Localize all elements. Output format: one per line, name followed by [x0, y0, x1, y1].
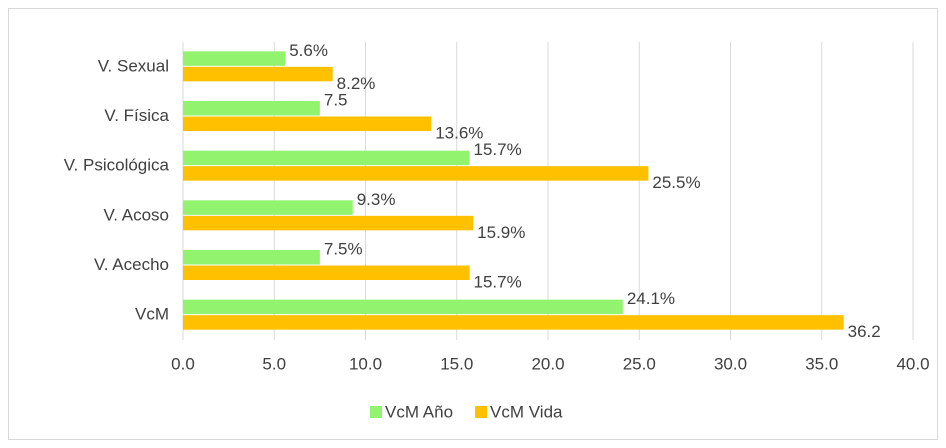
bar: [183, 166, 649, 181]
data-label: 15.7%: [474, 272, 522, 291]
x-tick-label: 0.0: [171, 354, 195, 373]
x-tick-label: 20.0: [531, 354, 564, 373]
data-label: 7.5: [324, 90, 348, 109]
data-label: 15.9%: [477, 223, 525, 242]
bar: [183, 51, 286, 66]
data-label: 5.6%: [289, 41, 328, 60]
x-tick-label: 25.0: [623, 354, 656, 373]
bar: [183, 200, 353, 215]
legend-label: VcM Año: [385, 402, 453, 421]
x-tick-label: 5.0: [262, 354, 286, 373]
bar: [183, 101, 320, 116]
bar: [183, 265, 470, 280]
data-label: 8.2%: [337, 74, 376, 93]
data-label: 15.7%: [474, 140, 522, 159]
legend-swatch: [370, 406, 382, 418]
x-tick-label: 35.0: [805, 354, 838, 373]
x-tick-label: 10.0: [349, 354, 382, 373]
y-tick-label: V. Psicológica: [64, 156, 170, 175]
x-tick-label: 15.0: [440, 354, 473, 373]
data-label: 13.6%: [435, 123, 483, 142]
y-tick-label: V. Física: [104, 106, 169, 125]
bar: [183, 66, 333, 82]
bar: [183, 299, 623, 315]
data-label: 9.3%: [357, 190, 396, 209]
legend-label: VcM Vida: [490, 402, 563, 421]
bar: [183, 116, 432, 131]
legend-swatch: [475, 406, 488, 418]
bar: [183, 150, 470, 166]
bar: [183, 250, 320, 265]
data-label: 36.2: [848, 322, 881, 341]
y-tick-label: V. Sexual: [98, 56, 169, 75]
y-tick-label: V. Acoso: [103, 205, 169, 224]
bar: [183, 315, 844, 330]
y-tick-label: V. Acecho: [94, 255, 169, 274]
y-tick-label: VcM: [135, 305, 169, 324]
x-tick-label: 30.0: [714, 354, 747, 373]
data-label: 24.1%: [627, 289, 675, 308]
bar: [183, 215, 474, 231]
data-label: 7.5%: [324, 239, 363, 258]
data-label: 25.5%: [652, 173, 700, 192]
x-tick-label: 40.0: [896, 354, 929, 373]
